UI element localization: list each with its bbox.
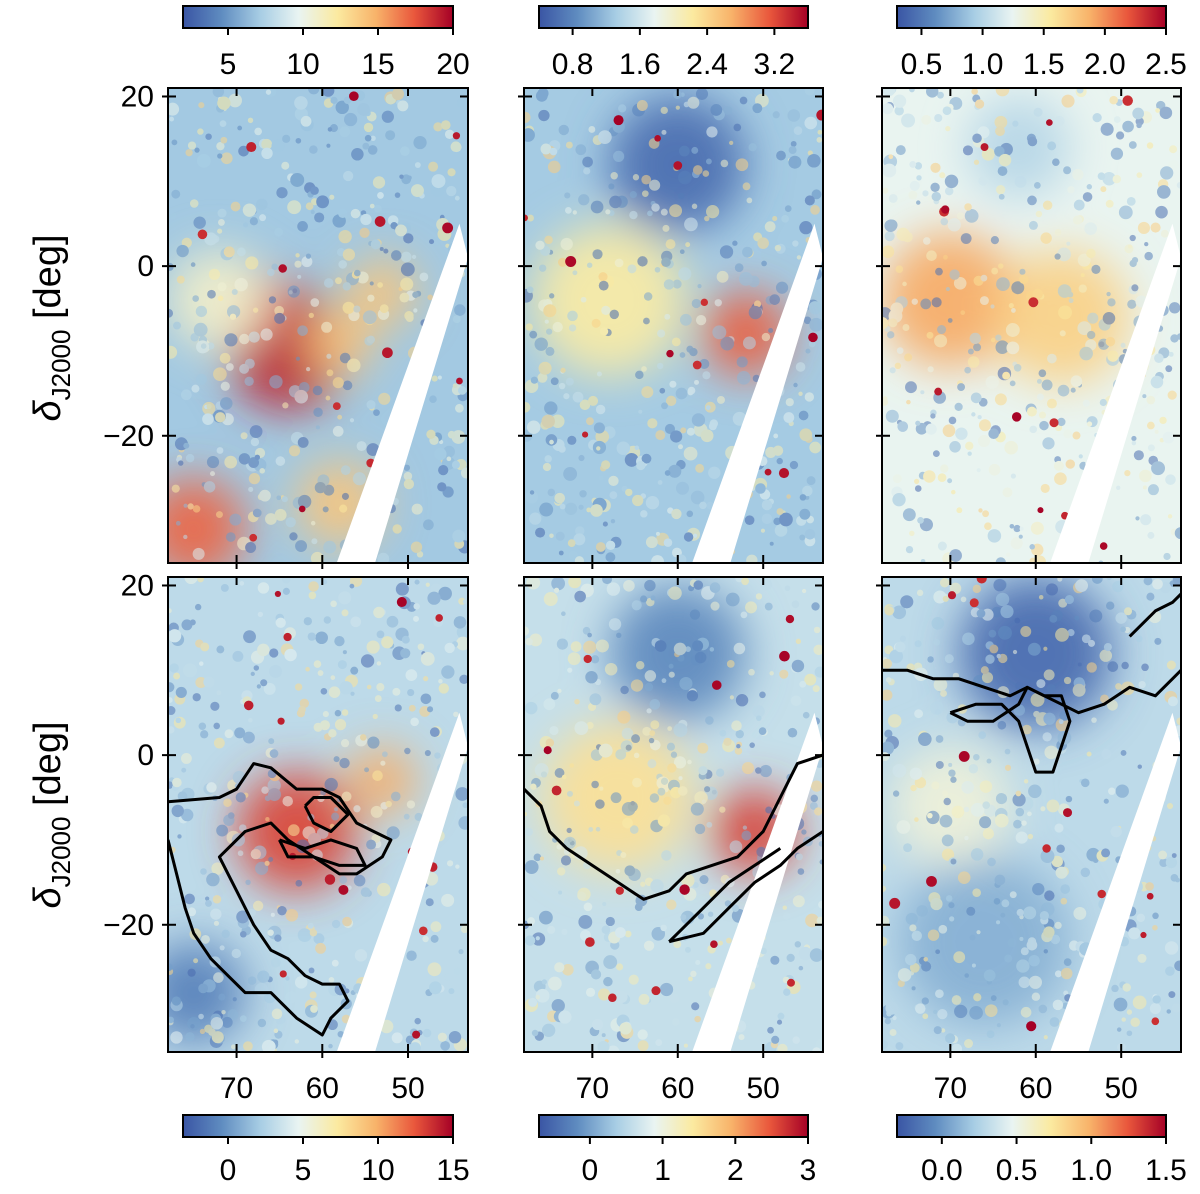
contour-0	[168, 762, 393, 1037]
colorbar-tick-label: 1.5	[1023, 48, 1065, 81]
masked-islet	[415, 851, 426, 880]
y-tick-label: 0	[137, 739, 154, 772]
contour-1	[303, 796, 350, 833]
y-axis-label-top: δJ2000 [deg]	[27, 234, 76, 421]
colorbar-bottom-left	[182, 1114, 454, 1138]
masked-region	[692, 223, 823, 563]
colorbar-bottom-middle	[538, 1114, 809, 1138]
colorbar-tick-label: 1.6	[619, 48, 661, 81]
y-tick-label: −20	[103, 909, 154, 942]
axes-frame	[523, 576, 824, 1053]
axes-frame	[167, 87, 469, 564]
x-tick-label: 60	[1019, 1072, 1052, 1105]
axes-frame	[881, 576, 1182, 1053]
colorbar-tick-label: 2.0	[1084, 48, 1126, 81]
masked-islet	[1129, 851, 1140, 880]
masked-region	[336, 712, 468, 1052]
panel-top-middle: 0.8 1.6 2.4 3.2	[518, 5, 824, 569]
structure-blob-1	[532, 223, 687, 377]
heatmap-bottom-left	[168, 577, 468, 1052]
masked-islet	[771, 362, 782, 391]
masked-region	[1050, 712, 1181, 1052]
colorbar-tick-label: 1.5	[1145, 1154, 1187, 1187]
colorbar-tick-label: 15	[361, 48, 394, 81]
heatmap-bottom-right	[882, 577, 1181, 1052]
contour-2	[278, 838, 367, 867]
heatmap-bottom-middle	[524, 577, 823, 1052]
contour-0	[524, 753, 823, 901]
colorbar-tick-label: 0	[582, 1154, 599, 1187]
y-tick-label: −20	[103, 420, 154, 453]
colorbar-tick-label: 20	[436, 48, 469, 81]
colorbar-tick-label: 0.0	[921, 1154, 963, 1187]
colorbar-tick-label: 2.5	[1145, 48, 1187, 81]
colorbar-tick-label: 10	[286, 48, 319, 81]
masked-islet	[771, 851, 782, 880]
x-tick-label: 50	[1105, 1072, 1138, 1105]
panel-top-left: 20 0 −20 5 10 15 20	[103, 5, 470, 569]
colorbar-tick-label: 3.2	[754, 48, 796, 81]
structure-blob-0	[882, 232, 1019, 368]
x-tick-label: 70	[576, 1072, 609, 1105]
colorbar-bottom-right	[896, 1114, 1167, 1138]
heatmap-top-left	[168, 88, 468, 563]
panels: 200−205 10 15 20 0.8 1.6 2.4 3.2 0.5 1.0 1.5 2.0 2.5…	[103, 5, 1187, 1187]
colorbar-tick-label: 0	[220, 1154, 237, 1187]
x-tick-label: 60	[306, 1072, 339, 1105]
masked-region	[692, 712, 823, 1052]
y-tick-label: 20	[121, 569, 154, 602]
colorbar-top-left	[182, 5, 454, 29]
axes-frame	[881, 87, 1182, 564]
y-axis-label-bottom: δJ2000 [deg]	[27, 721, 76, 908]
y-tick-label: 20	[121, 80, 154, 113]
colorbar-tick-label: 15	[436, 1154, 469, 1187]
colorbar-tick-label: 1.0	[962, 48, 1004, 81]
colorbar-tick-label: 2	[727, 1154, 744, 1187]
x-tick-label: 50	[747, 1072, 780, 1105]
colorbar-tick-label: 0.5	[901, 48, 943, 81]
colorbar-tick-label: 1.0	[1070, 1154, 1112, 1187]
axes-frame	[523, 87, 824, 564]
colorbar-tick-label: 5	[295, 1154, 312, 1187]
colorbar-top-right	[896, 5, 1167, 29]
panel-bottom-left: 20 0 −20 70 60 50 0 5 10 15	[103, 569, 470, 1187]
masked-islet	[1129, 362, 1140, 391]
structure-blob-2	[967, 96, 1070, 199]
colorbar-tick-label: 5	[220, 48, 237, 81]
contour-1	[668, 830, 823, 944]
x-tick-label: 60	[661, 1072, 694, 1105]
contour-1	[949, 685, 1072, 774]
x-tick-label: 70	[934, 1072, 967, 1105]
panel-bottom-middle: 70 60 50 0 1 2 3	[518, 576, 824, 1187]
x-tick-label: 50	[391, 1072, 424, 1105]
masked-islet	[415, 362, 426, 391]
x-tick-label: 70	[220, 1072, 253, 1105]
structure-blob-4	[168, 478, 246, 563]
colorbar-tick-label: 0.8	[552, 48, 594, 81]
contour-2	[668, 847, 782, 943]
colorbar-tick-label: 1	[654, 1154, 671, 1187]
colorbar-tick-label: 10	[361, 1154, 394, 1187]
colorbar-tick-label: 2.4	[686, 48, 728, 81]
contour-2	[1128, 592, 1181, 638]
panel-bottom-right: 70 60 50 0.0 0.5 1.0 1.5	[876, 576, 1187, 1187]
panel-top-right: 0.5 1.0 1.5 2.0 2.5	[876, 5, 1187, 569]
axes-frame	[167, 576, 469, 1053]
colorbar-tick-label: 0.5	[996, 1154, 1038, 1187]
masked-region	[336, 223, 468, 563]
heatmap-top-middle	[524, 88, 823, 563]
heatmap-top-right	[882, 88, 1181, 563]
colorbar-top-middle	[538, 5, 809, 29]
colorbar-tick-label: 3	[800, 1154, 817, 1187]
masked-region	[1050, 223, 1181, 563]
y-tick-label: 0	[137, 250, 154, 283]
